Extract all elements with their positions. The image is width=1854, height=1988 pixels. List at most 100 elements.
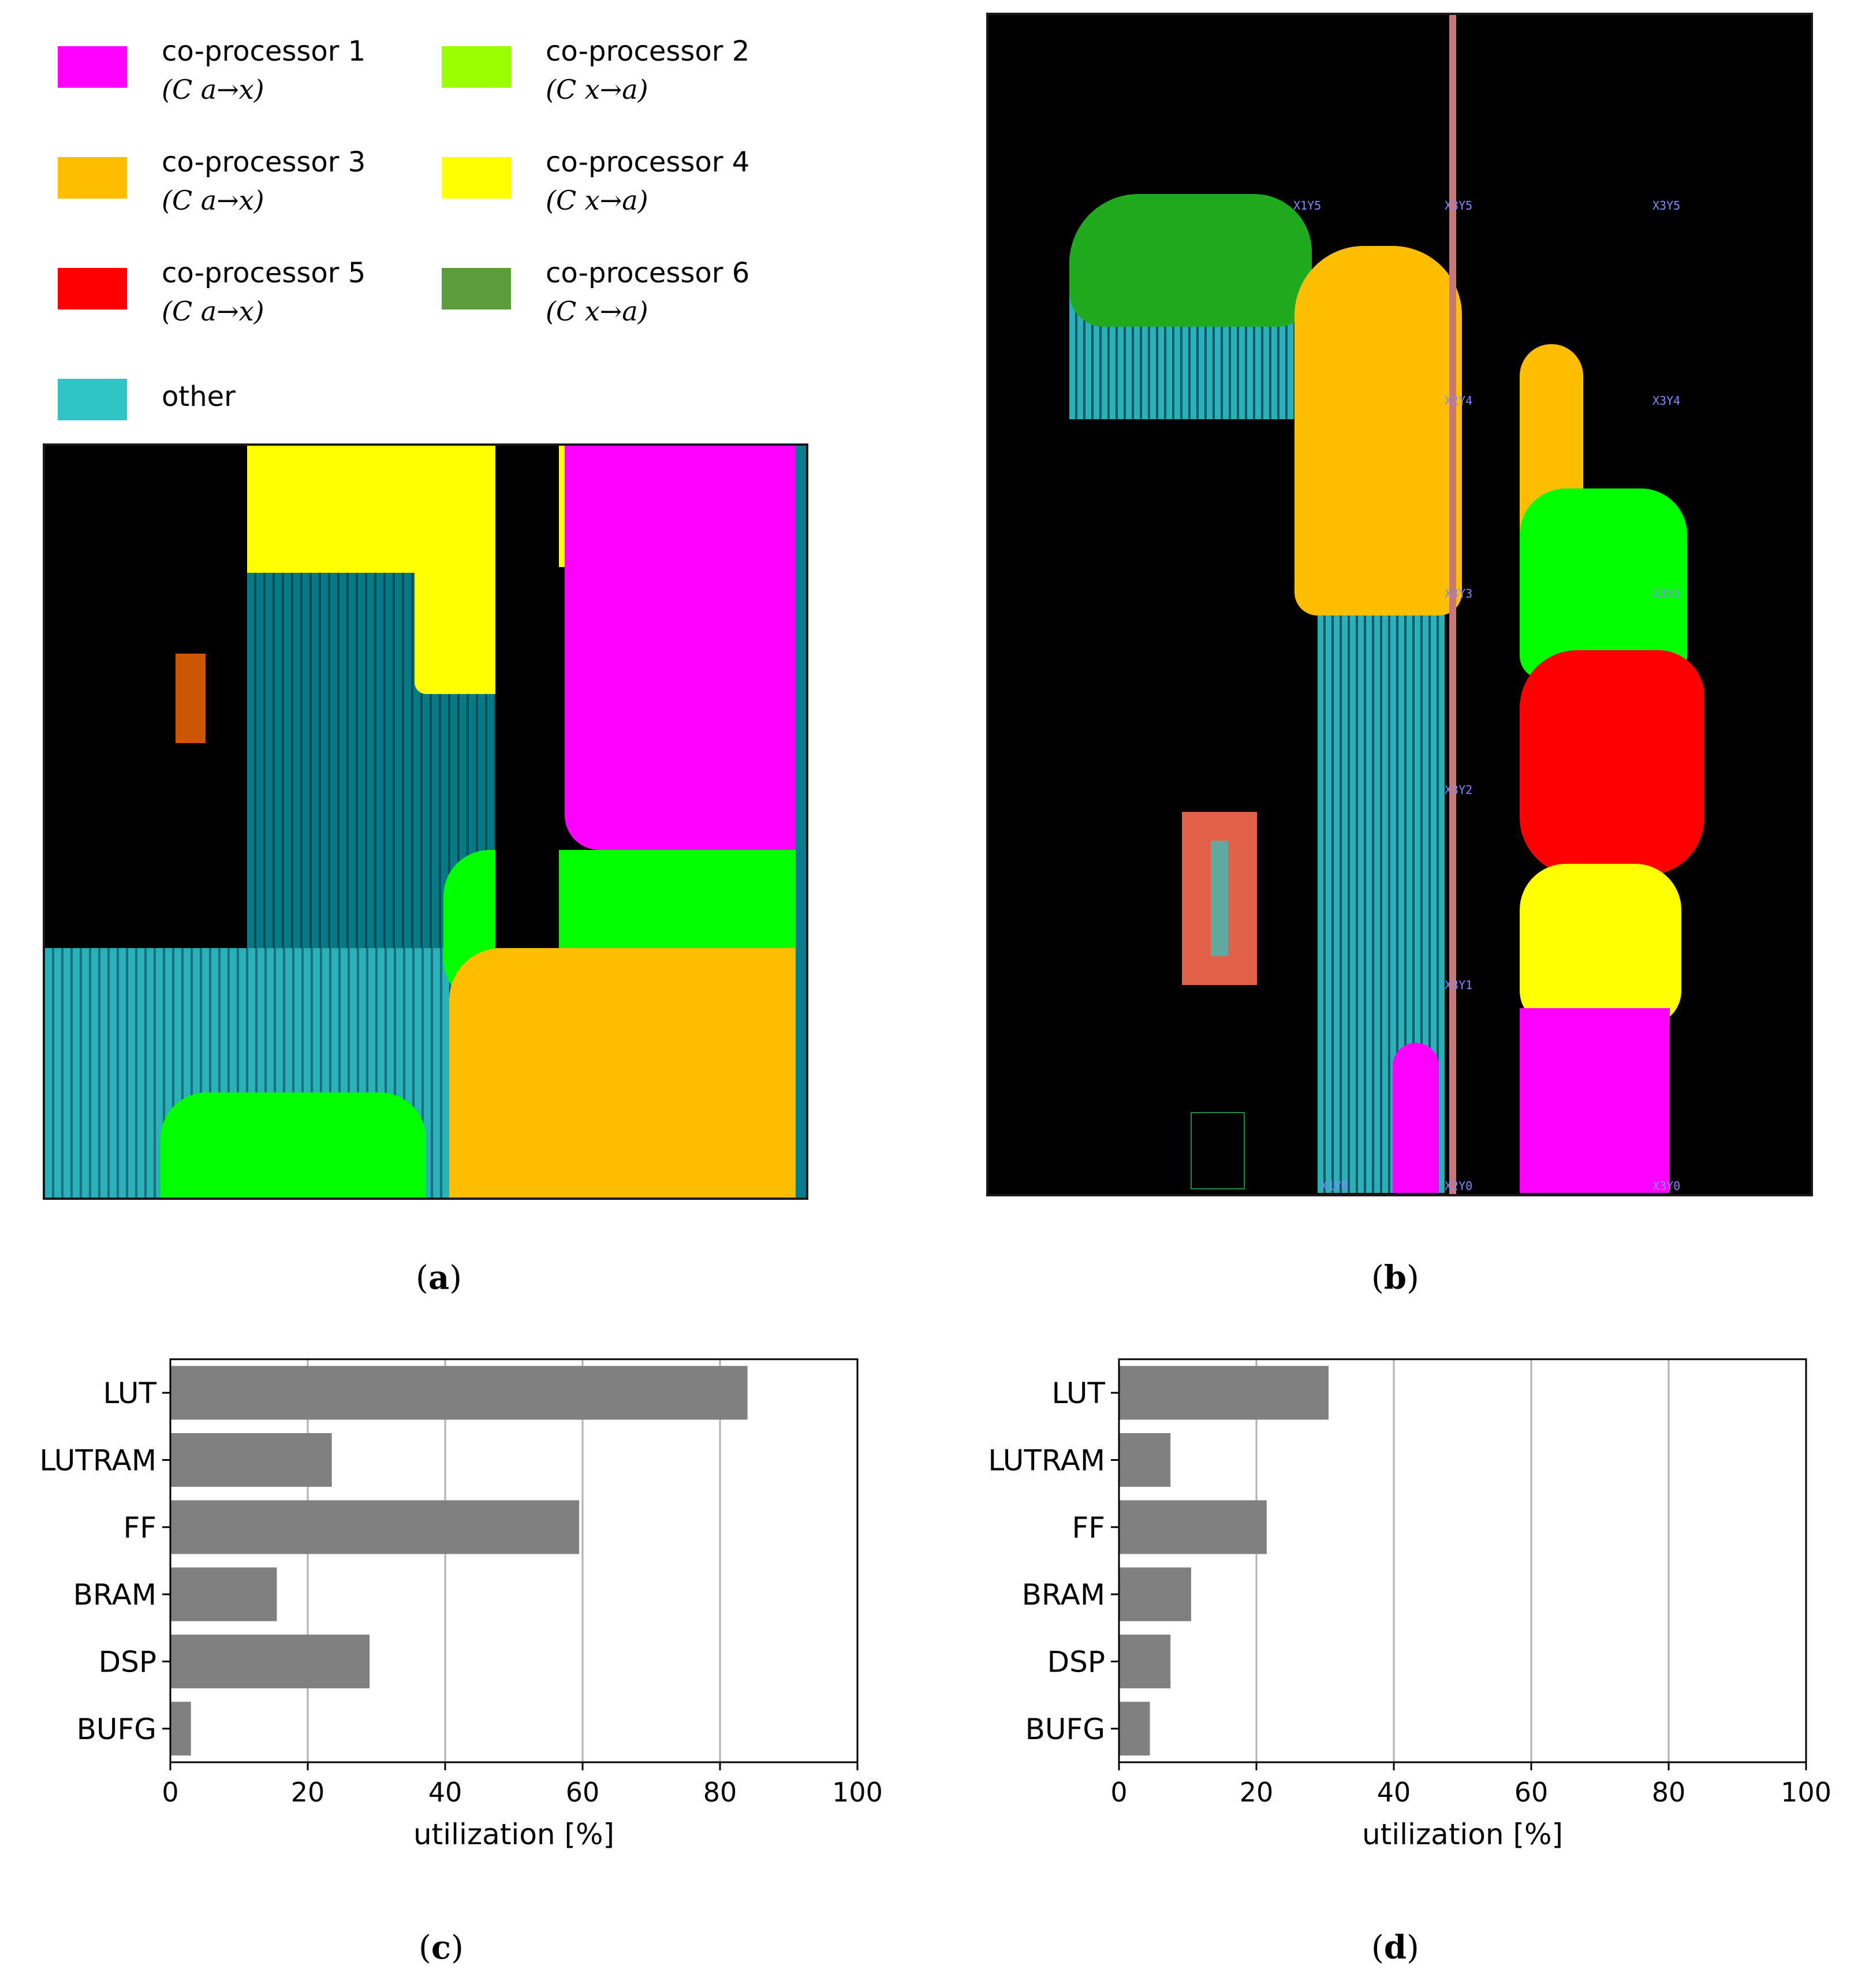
x-tick-label: 60 bbox=[1514, 1777, 1549, 1808]
legend-swatch bbox=[442, 157, 511, 199]
clock-region-label: X3Y2 bbox=[1445, 783, 1473, 797]
bar-bufg bbox=[1119, 1702, 1150, 1756]
region-coprocessor-3 bbox=[1295, 246, 1462, 616]
y-tick-label: FF bbox=[1072, 1511, 1105, 1545]
x-tick-label: 40 bbox=[1377, 1777, 1411, 1808]
legend-label: co-processor 4 bbox=[546, 146, 750, 178]
clock-region-label: X1Y5 bbox=[1293, 199, 1322, 212]
legend-swatch bbox=[442, 268, 511, 309]
x-tick-label: 40 bbox=[428, 1777, 462, 1808]
legend-subscript: (C x→a) bbox=[546, 185, 648, 216]
y-tick-label: BRAM bbox=[73, 1578, 156, 1612]
bar-bram bbox=[170, 1567, 277, 1621]
bar-lutram bbox=[1119, 1433, 1171, 1487]
legend-swatch bbox=[58, 268, 127, 309]
legend-label: co-processor 1 bbox=[162, 35, 366, 68]
bar-dsp bbox=[1119, 1634, 1171, 1689]
clock-region-marker bbox=[176, 654, 206, 743]
y-tick-label: FF bbox=[123, 1511, 156, 1545]
clock-region-label: X3Y1 bbox=[1445, 978, 1473, 992]
y-tick-label: BUFG bbox=[77, 1713, 156, 1746]
clock-spine bbox=[1449, 15, 1456, 1194]
x-axis-label: utilization [%] bbox=[1362, 1818, 1563, 1851]
plot-frame bbox=[169, 1358, 859, 1763]
legend-label: co-processor 6 bbox=[546, 257, 750, 289]
legend-item-coprocessor-3: co-processor 3 (C a→x) bbox=[58, 134, 427, 226]
x-axis-label: utilization [%] bbox=[413, 1818, 614, 1851]
bar-ff bbox=[1119, 1500, 1267, 1554]
legend-swatch bbox=[442, 46, 511, 88]
clock-region-label: X3Y0 bbox=[1652, 1179, 1681, 1193]
legend-subscript: (C x→a) bbox=[546, 296, 648, 327]
legend-item-coprocessor-2: co-processor 2 (C x→a) bbox=[442, 23, 811, 115]
legend-swatch bbox=[58, 379, 127, 420]
plot-frame bbox=[1118, 1358, 1807, 1763]
legend-item-coprocessor-5: co-processor 5 (C a→x) bbox=[58, 245, 427, 337]
y-tick-label: LUTRAM bbox=[39, 1444, 156, 1478]
clock-region-label: X3Y5 bbox=[1652, 199, 1681, 212]
legend-subscript: (C a→x) bbox=[162, 74, 264, 105]
legend-label: co-processor 2 bbox=[546, 35, 750, 68]
x-tick-label: 0 bbox=[1110, 1777, 1127, 1808]
legend-swatch bbox=[58, 157, 127, 199]
region-coprocessor-2 bbox=[161, 1092, 426, 1198]
region-blocked bbox=[45, 446, 247, 948]
clock-region-label: X3Y3 bbox=[1445, 587, 1473, 600]
x-tick-label: 80 bbox=[1652, 1777, 1686, 1808]
clock-region-label: X3Y4 bbox=[1652, 394, 1681, 408]
x-tick-label: 80 bbox=[703, 1777, 737, 1808]
legend-subscript: (C a→x) bbox=[162, 296, 264, 327]
floorplan-a bbox=[43, 443, 808, 1200]
region-coprocessor-2 bbox=[1520, 488, 1687, 679]
x-tick-label: 100 bbox=[832, 1777, 883, 1808]
region-coprocessor-1 bbox=[1520, 1008, 1670, 1193]
caption-a: (a) bbox=[416, 1259, 462, 1297]
clock-region-marker-inner bbox=[1211, 841, 1228, 956]
legend-label: co-processor 5 bbox=[162, 257, 366, 289]
y-tick-label: BRAM bbox=[1022, 1578, 1105, 1612]
bar-lut bbox=[170, 1366, 748, 1420]
clock-region-label: X2Y0 bbox=[1445, 1179, 1473, 1193]
y-tick-label: LUT bbox=[103, 1377, 156, 1410]
empty-pblock bbox=[1191, 1112, 1245, 1189]
clock-region-label: X2Y4 bbox=[1445, 394, 1473, 408]
region-blocked bbox=[495, 446, 559, 948]
y-tick-label: LUT bbox=[1051, 1377, 1105, 1410]
bar-bram bbox=[1119, 1567, 1191, 1621]
region-coprocessor-4 bbox=[1520, 864, 1681, 1025]
color-legend: co-processor 1 (C a→x) co-processor 2 (C… bbox=[58, 23, 808, 427]
legend-label: co-processor 3 bbox=[162, 146, 366, 178]
region-coprocessor-1 bbox=[1393, 1043, 1439, 1193]
y-tick-label: DSP bbox=[1047, 1646, 1105, 1679]
x-tick-label: 60 bbox=[566, 1777, 600, 1808]
y-tick-label: DSP bbox=[99, 1646, 156, 1679]
region-coprocessor-1 bbox=[565, 446, 806, 850]
bar-dsp bbox=[170, 1634, 370, 1689]
io-column bbox=[796, 446, 806, 1198]
legend-item-coprocessor-1: co-processor 1 (C a→x) bbox=[58, 23, 427, 115]
clock-region-label: X3Y3 bbox=[1652, 587, 1681, 600]
floorplan-b: X1Y5 X3Y5 X3Y5 X2Y4 X3Y4 X3Y3 X3Y3 X3Y2 … bbox=[986, 13, 1813, 1196]
region-coprocessor-3 bbox=[449, 948, 806, 1198]
legend-swatch bbox=[58, 46, 127, 88]
x-tick-label: 100 bbox=[1781, 1777, 1831, 1808]
x-tick-label: 20 bbox=[1240, 1777, 1274, 1808]
clock-region-label: X1Y0 bbox=[1320, 1179, 1349, 1193]
x-tick-label: 0 bbox=[162, 1777, 178, 1808]
legend-label: other bbox=[162, 381, 236, 413]
legend-item-coprocessor-6: co-processor 6 (C x→a) bbox=[442, 245, 811, 337]
y-tick-label: LUTRAM bbox=[988, 1444, 1105, 1478]
caption-c: (c) bbox=[419, 1929, 464, 1967]
caption-d: (d) bbox=[1371, 1929, 1419, 1967]
region-coprocessor-5 bbox=[1520, 650, 1704, 875]
legend-subscript: (C a→x) bbox=[162, 185, 264, 216]
clock-region-label: X3Y5 bbox=[1445, 199, 1473, 212]
bar-lutram bbox=[170, 1433, 332, 1487]
y-tick-label: BUFG bbox=[1025, 1713, 1105, 1746]
legend-subscript: (C x→a) bbox=[546, 74, 648, 105]
x-tick-label: 20 bbox=[291, 1777, 325, 1808]
caption-b: (b) bbox=[1371, 1259, 1419, 1297]
legend-item-other: other bbox=[58, 356, 427, 448]
